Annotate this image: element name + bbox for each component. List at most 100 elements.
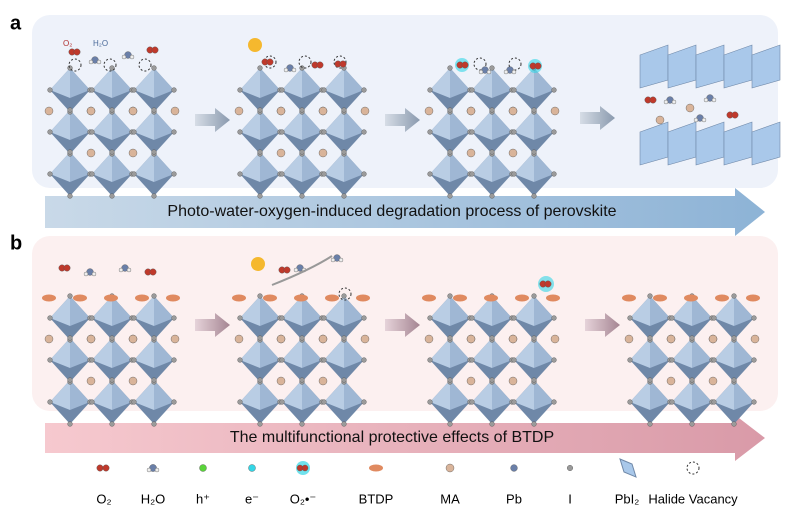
octahedron-face xyxy=(70,338,90,368)
octahedron-face xyxy=(650,338,670,368)
atom xyxy=(128,334,138,344)
btdp xyxy=(369,464,383,472)
octahedron-face xyxy=(472,152,492,182)
octahedron-face xyxy=(344,152,364,182)
octahedron-face xyxy=(134,152,154,182)
atom xyxy=(447,293,453,299)
atom xyxy=(663,99,669,105)
atom xyxy=(341,293,347,299)
sun xyxy=(248,38,262,52)
atom xyxy=(131,87,137,93)
octahedron-face xyxy=(430,68,450,98)
atom xyxy=(279,357,285,363)
octahedron-face xyxy=(134,110,154,140)
octahedron-face xyxy=(344,68,364,98)
atom xyxy=(266,58,274,66)
octahedron-face xyxy=(734,380,754,410)
btdp xyxy=(515,294,529,302)
octahedron-face xyxy=(154,380,174,410)
octahedron-face xyxy=(492,152,512,182)
atom xyxy=(503,69,509,75)
pbi2 xyxy=(751,44,781,89)
btdp xyxy=(684,294,698,302)
vacancy xyxy=(686,461,700,475)
atom xyxy=(276,106,286,116)
atom xyxy=(647,335,653,341)
vacancy xyxy=(68,58,82,72)
atom xyxy=(551,399,557,405)
atom xyxy=(447,65,453,71)
atom xyxy=(551,171,557,177)
btdp xyxy=(622,294,636,302)
atom xyxy=(534,62,542,70)
octahedron-face xyxy=(260,110,280,140)
octahedron-face xyxy=(134,338,154,368)
octahedron-face xyxy=(450,152,470,182)
btdp xyxy=(325,294,339,302)
atom xyxy=(131,357,137,363)
atom xyxy=(341,377,347,383)
atom xyxy=(486,69,492,75)
atom xyxy=(154,467,160,473)
atom xyxy=(89,357,95,363)
octahedron-face xyxy=(50,68,70,98)
octahedron-face xyxy=(534,338,554,368)
octahedron-face xyxy=(302,152,322,182)
octahedron-face xyxy=(514,380,534,410)
octahedron-face xyxy=(630,296,650,326)
atom xyxy=(510,464,518,472)
atom xyxy=(427,315,433,321)
legend-label: O₂ xyxy=(96,491,111,506)
atom xyxy=(466,334,476,344)
atom xyxy=(469,357,475,363)
octahedron-face xyxy=(344,380,364,410)
atom xyxy=(129,54,135,60)
atom xyxy=(47,357,53,363)
step-arrow xyxy=(195,313,230,337)
atom xyxy=(151,421,157,427)
atom xyxy=(447,421,453,427)
atom xyxy=(86,376,96,386)
atom xyxy=(531,335,537,341)
atom xyxy=(299,149,305,155)
atom xyxy=(171,129,177,135)
atom xyxy=(669,357,675,363)
octahedron-face xyxy=(260,68,280,98)
atom xyxy=(489,377,495,383)
vacancy xyxy=(473,57,487,71)
atom xyxy=(731,421,737,427)
atom xyxy=(237,87,243,93)
atom xyxy=(109,149,115,155)
atom xyxy=(299,377,305,383)
octahedron-face xyxy=(324,296,344,326)
atom xyxy=(693,117,699,123)
octahedron-face xyxy=(450,380,470,410)
atom xyxy=(511,87,517,93)
legend-label: BTDP xyxy=(359,491,394,506)
banner-arrow xyxy=(45,415,765,461)
octahedron-face xyxy=(260,296,280,326)
atom xyxy=(67,377,73,383)
atom xyxy=(330,257,336,263)
atom xyxy=(511,357,517,363)
octahedron-face xyxy=(430,380,450,410)
atom xyxy=(361,87,367,93)
atom xyxy=(666,334,676,344)
octahedron-face xyxy=(514,296,534,326)
vacancy xyxy=(338,287,352,301)
atom xyxy=(318,148,328,158)
octahedron-face xyxy=(472,380,492,410)
atom xyxy=(321,315,327,321)
atom xyxy=(149,268,157,276)
escape-arrow xyxy=(271,255,333,286)
btdp xyxy=(422,294,436,302)
btdp xyxy=(104,294,118,302)
btdp xyxy=(232,294,246,302)
atom xyxy=(447,149,453,155)
atom xyxy=(299,107,305,113)
octahedron-face xyxy=(92,296,112,326)
octahedron-face xyxy=(260,152,280,182)
octahedron-face xyxy=(154,296,174,326)
atom xyxy=(531,149,537,155)
